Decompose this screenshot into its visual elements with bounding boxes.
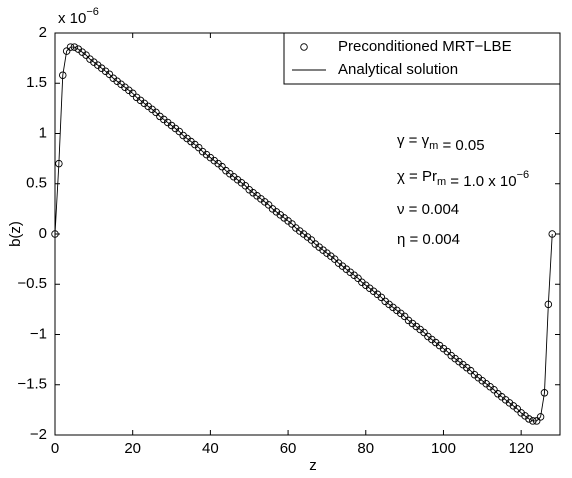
data-line <box>55 46 553 422</box>
data-point <box>466 366 475 375</box>
data-point <box>377 293 386 302</box>
data-point <box>536 413 545 421</box>
superscript: −6 <box>517 169 530 181</box>
text-part: γ = γ <box>397 132 430 149</box>
x-tick-label: 40 <box>202 440 219 457</box>
data-point <box>400 312 409 321</box>
superscript: −6 <box>86 6 99 18</box>
text-part: χ = Pr <box>397 168 437 185</box>
data-point <box>330 255 339 263</box>
legend-marker <box>300 43 308 51</box>
data-point <box>128 89 137 98</box>
y-tick-label: 2 <box>39 24 47 41</box>
x-tick-label: 0 <box>51 440 59 457</box>
y-tick-label: −2 <box>30 426 47 443</box>
data-point <box>175 127 184 136</box>
data-point <box>420 328 428 337</box>
x-tick-label: 60 <box>280 440 297 457</box>
y-axis-label: b(z) <box>7 221 24 247</box>
data-point <box>490 386 498 394</box>
y-tick-label: 1 <box>39 124 47 141</box>
annotation: ν = 0.004 <box>397 201 459 218</box>
axis-multiplier: x 10−6 <box>58 6 99 27</box>
y-tick-label: −1.5 <box>17 376 47 393</box>
data-point <box>307 236 316 244</box>
legend-label: Analytical solution <box>338 61 458 78</box>
x-axis-label: z <box>309 457 317 474</box>
annotation: η = 0.004 <box>397 231 460 248</box>
x-tick-label: 20 <box>124 440 141 457</box>
data-point <box>513 405 522 413</box>
y-tick-label: 1.5 <box>26 74 47 91</box>
text-part: = 1.0 x 10 <box>446 173 516 190</box>
data-point <box>354 274 362 282</box>
subscript: m <box>429 140 438 152</box>
annotation: γ = γm = 0.05 <box>397 132 485 154</box>
data-point <box>288 220 296 228</box>
data-point <box>443 347 452 356</box>
x-tick-label: 80 <box>357 440 374 457</box>
y-tick-label: 0 <box>39 225 47 242</box>
data-point <box>264 201 273 209</box>
y-tick-label: −0.5 <box>17 275 47 292</box>
data-point <box>525 415 533 423</box>
data-point <box>218 162 226 171</box>
legend-box <box>283 32 561 85</box>
data-point <box>82 51 90 59</box>
data-point <box>105 70 114 78</box>
text-part: ν = 0.004 <box>397 201 459 218</box>
data-point <box>241 182 250 190</box>
x-tick-label: 100 <box>431 440 456 457</box>
data-point <box>62 47 71 55</box>
y-tick-label: 0.5 <box>26 175 47 192</box>
text-part: = 0.05 <box>438 137 484 154</box>
text-part: x 10 <box>58 10 86 27</box>
data-point <box>194 143 203 152</box>
y-tick-label: −1 <box>30 325 47 342</box>
data-point <box>152 108 160 117</box>
annotation: χ = Prm = 1.0 x 10−6 <box>397 168 529 190</box>
text-part: η = 0.004 <box>397 231 460 248</box>
legend-label: Preconditioned MRT−LBE <box>338 38 512 55</box>
subscript: m <box>437 176 446 188</box>
x-tick-label: 120 <box>509 440 534 457</box>
